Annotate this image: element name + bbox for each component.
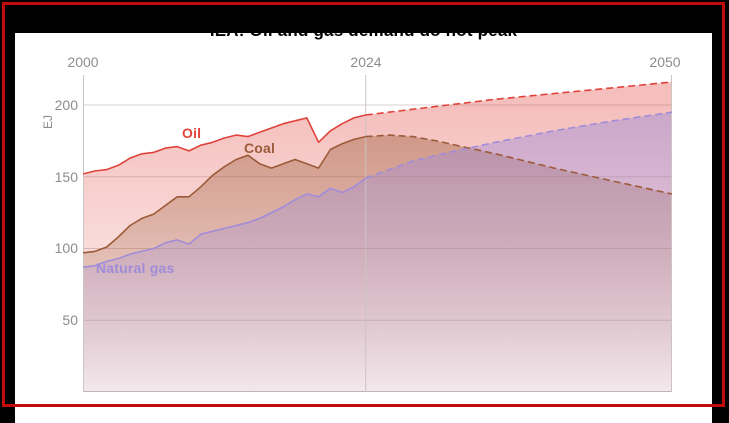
coal-series-label: Coal (244, 140, 276, 156)
x-tick-2024: 2024 (350, 54, 382, 70)
chart-card: 2000 2024 2050 200 150 100 50 EJ Oil Coa… (15, 33, 712, 423)
chart-title: IEA: Oil and gas demand do not peak (209, 21, 518, 40)
demand-area-chart (82, 75, 673, 392)
y-tick-150: 150 (54, 169, 78, 185)
oil-series-label: Oil (182, 125, 202, 141)
y-tick-200: 200 (54, 97, 78, 113)
x-tick-2000: 2000 (67, 54, 99, 70)
y-tick-100: 100 (54, 240, 78, 256)
y-tick-50: 50 (62, 312, 78, 328)
natural-gas-series-label: Natural gas (96, 260, 175, 276)
plot-area (82, 75, 673, 392)
y-axis-unit-label: EJ (41, 115, 55, 130)
figure-background-band (0, 0, 729, 33)
x-tick-2050: 2050 (649, 54, 681, 70)
